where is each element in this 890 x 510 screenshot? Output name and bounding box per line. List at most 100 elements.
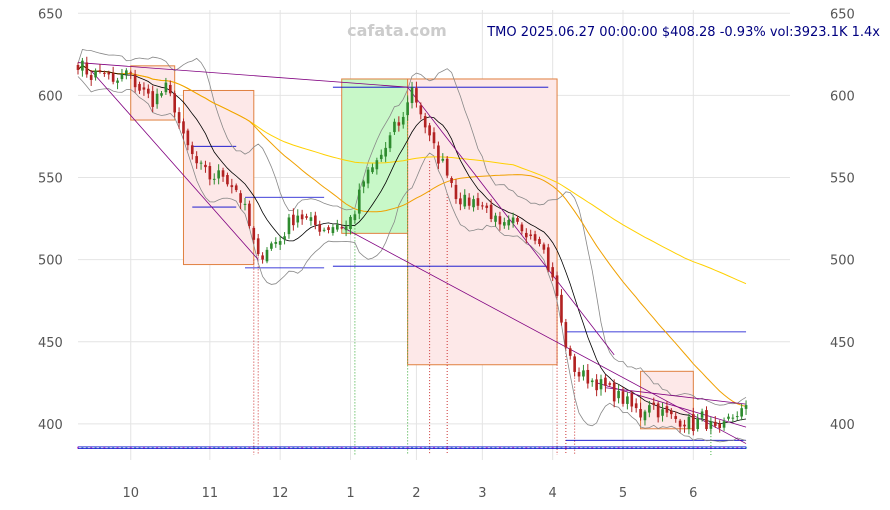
candle-body: [511, 217, 515, 224]
trend-line: [596, 382, 747, 428]
candle-body: [551, 267, 554, 278]
candle-body: [366, 169, 370, 184]
candle-body: [388, 135, 392, 149]
candle-body: [604, 377, 607, 386]
candle-body: [85, 62, 89, 75]
candle-body: [344, 226, 348, 231]
trend-line: [407, 86, 615, 356]
candle-body: [151, 91, 155, 107]
y-tick-label-right: 450: [830, 336, 855, 351]
candle-body: [256, 238, 260, 255]
x-tick-label: 10: [122, 486, 139, 501]
candle-body: [186, 130, 190, 146]
candle-body: [656, 403, 660, 418]
candle-body: [529, 234, 533, 236]
candle-body: [182, 121, 185, 134]
candle-body: [621, 391, 625, 404]
candle-body: [362, 181, 365, 187]
candle-body: [524, 232, 528, 238]
candle-body: [283, 236, 286, 240]
bollinger-upper: [77, 49, 747, 406]
candle-body: [331, 227, 335, 234]
y-tick-label-left: 450: [38, 336, 63, 351]
candle-body: [305, 216, 308, 218]
candle-body: [691, 414, 695, 431]
x-tick-label: 5: [619, 486, 627, 501]
chart-headline: TMO 2025.06.27 00:00:00 $408.28 -0.93% v…: [486, 25, 880, 40]
candle-body: [630, 393, 634, 407]
trend-lines: [77, 62, 747, 444]
trend-line: [605, 387, 747, 405]
candle-body: [349, 216, 352, 230]
candle-body: [507, 219, 511, 226]
candle-body: [401, 116, 405, 125]
candle-body: [221, 170, 225, 177]
level-lines: [78, 86, 747, 449]
trend-line: [77, 62, 408, 88]
candle-body: [252, 227, 256, 240]
candle-body: [564, 322, 568, 348]
candle-body: [371, 167, 374, 173]
signal-markers: [77, 95, 748, 455]
candle-body: [709, 421, 713, 429]
candle-body: [520, 224, 524, 232]
candle-body: [116, 80, 119, 83]
candle-body: [270, 243, 273, 249]
candle-body: [353, 214, 357, 221]
candle-body: [138, 83, 141, 91]
candle-body: [705, 410, 708, 430]
candle-body: [481, 205, 484, 207]
candle-body: [410, 87, 414, 104]
candle-body: [208, 166, 212, 180]
candle-body: [81, 60, 84, 71]
candle-body: [595, 379, 598, 391]
candle-body: [234, 185, 238, 191]
candle-body: [643, 411, 647, 421]
candle-body: [450, 178, 453, 184]
candle-body: [300, 214, 304, 220]
candle-body: [555, 275, 559, 296]
x-tick-label: 1: [346, 486, 354, 501]
candle-body: [129, 72, 133, 74]
candle-body: [639, 409, 642, 418]
candle-body: [296, 215, 300, 223]
candle-body: [546, 247, 550, 271]
candle-body: [718, 423, 721, 429]
y-tick-label-right: 500: [830, 254, 855, 269]
candle-body: [445, 158, 449, 176]
candle-body: [678, 420, 682, 427]
candle-body: [243, 203, 247, 205]
candle-body: [670, 410, 673, 415]
candle-body: [133, 74, 137, 88]
candle-body: [89, 75, 93, 80]
candle-body: [322, 229, 326, 231]
candle-body: [503, 222, 506, 226]
candle-body: [287, 217, 291, 235]
candle-body: [292, 214, 295, 226]
candle-body: [419, 105, 423, 115]
candle-body: [432, 132, 436, 144]
candle-body: [740, 408, 743, 417]
candle-body: [538, 238, 541, 245]
x-tick-label: 11: [202, 486, 219, 501]
candle-body: [454, 184, 458, 200]
candle-body: [735, 416, 739, 418]
candle-body: [542, 244, 546, 250]
candle-body: [423, 116, 427, 128]
x-tick-label: 4: [549, 486, 557, 501]
y-tick-label-left: 650: [38, 7, 63, 22]
candle-body: [212, 178, 216, 180]
x-tick-label: 3: [478, 486, 486, 501]
candle-body: [94, 70, 97, 78]
zone-boxes: [130, 65, 694, 430]
candle-body: [586, 369, 590, 384]
candle-body: [142, 87, 146, 90]
candle-body: [314, 215, 317, 225]
candle-body: [485, 205, 489, 208]
y-tick-label-left: 400: [38, 418, 63, 433]
candle-body: [498, 216, 502, 225]
zone-box-red: [407, 78, 558, 366]
candle-body: [147, 88, 150, 94]
x-tick-label: 12: [272, 486, 289, 501]
